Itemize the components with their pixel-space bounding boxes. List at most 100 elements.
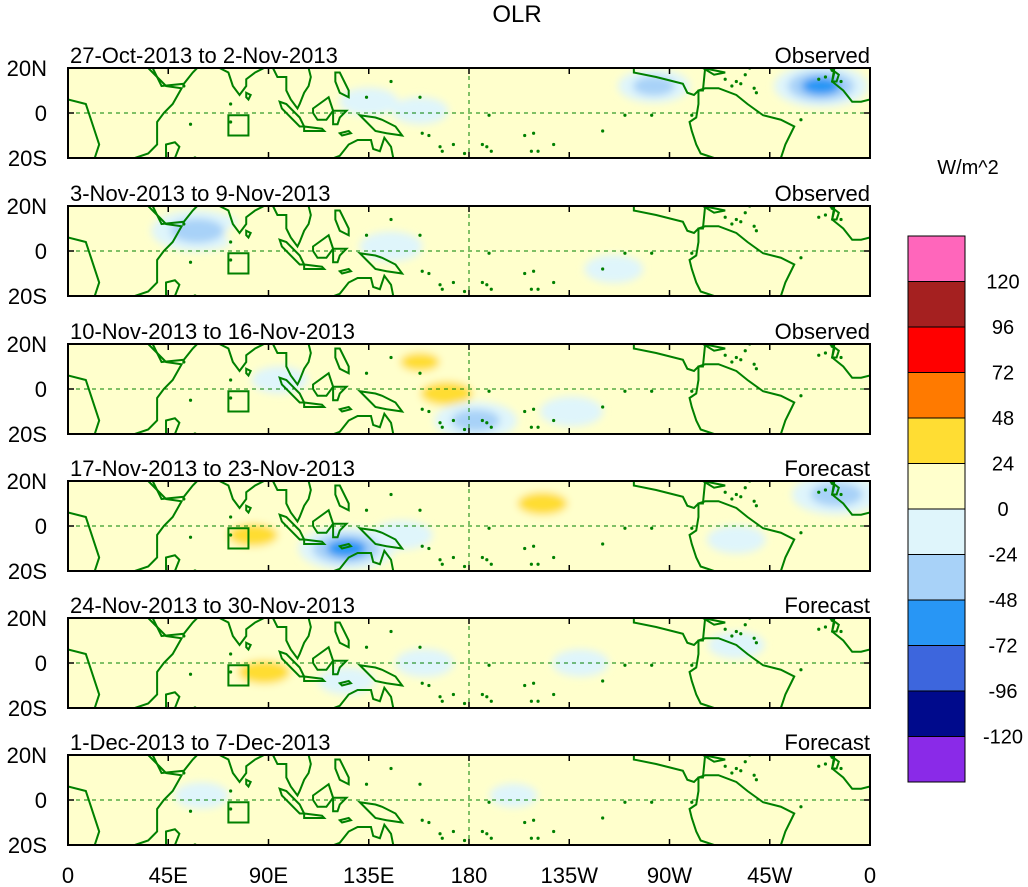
panel-date-range: 17-Nov-2013 to 23-Nov-2013 — [70, 456, 355, 481]
island-marker — [418, 233, 422, 237]
lat-label: 20N — [7, 743, 47, 768]
land-outline — [702, 206, 726, 214]
land-outline — [702, 481, 726, 489]
island-marker — [723, 627, 727, 631]
island-marker — [690, 389, 694, 393]
land-outline — [68, 755, 184, 845]
island-marker — [440, 699, 444, 703]
land-outline — [337, 816, 353, 824]
colorbar-label: 48 — [992, 408, 1014, 430]
land-outline — [303, 263, 327, 270]
land-outline — [337, 267, 353, 275]
island-marker — [799, 805, 803, 809]
colorbar-label: -72 — [989, 636, 1018, 658]
island-marker — [427, 133, 431, 138]
island-marker — [229, 533, 233, 537]
anomaly-field — [179, 68, 868, 158]
colorbar-label: -48 — [989, 590, 1018, 612]
island-marker — [536, 836, 540, 840]
coastlines — [68, 206, 870, 296]
island-marker — [451, 829, 456, 834]
map-panel: 20N 0 20S 1-Dec-2013 to 7-Dec-2013 Forecast — [7, 730, 871, 858]
island-marker — [532, 818, 536, 822]
land-outline — [245, 778, 253, 789]
island-marker — [739, 632, 743, 636]
land-outline — [337, 679, 353, 687]
island-marker — [529, 149, 533, 153]
island-marker — [182, 497, 186, 501]
island-marker — [690, 251, 694, 255]
lat-label: 20N — [7, 606, 47, 631]
island-marker — [440, 425, 444, 429]
anomaly-blob — [339, 87, 399, 116]
land-outline — [165, 554, 181, 571]
panel-status: Forecast — [784, 593, 870, 618]
colorbar-label: -120 — [983, 727, 1023, 749]
lon-label: 0 — [864, 863, 876, 887]
land-outline — [332, 659, 349, 676]
island-marker — [389, 629, 393, 634]
lat-label: 0 — [35, 514, 47, 539]
colorbar-label: 72 — [992, 363, 1014, 385]
island-marker — [754, 641, 758, 645]
island-marker — [182, 634, 186, 638]
island-marker — [229, 396, 233, 400]
map-panels: 20N 0 20S 27-Oct-2013 to 2-Nov-2013 Observed… — [7, 43, 871, 858]
land-outline — [357, 251, 405, 275]
coastlines — [68, 344, 870, 434]
lat-label: 0 — [35, 101, 47, 126]
land-outline — [245, 91, 253, 102]
island-marker — [734, 492, 738, 497]
island-marker — [839, 766, 843, 771]
island-marker — [536, 287, 540, 291]
land-outline — [702, 344, 726, 352]
region-box — [227, 527, 250, 550]
island-marker — [623, 251, 627, 255]
lat-label: 20S — [8, 559, 47, 584]
island-marker — [451, 280, 456, 285]
island-marker — [839, 217, 843, 222]
island-marker — [438, 832, 442, 836]
island-marker — [451, 555, 456, 560]
region-box — [227, 252, 250, 275]
land-outline — [219, 344, 265, 373]
island-marker — [690, 113, 694, 117]
island-marker — [462, 701, 467, 706]
island-marker — [480, 692, 484, 697]
island-marker — [188, 535, 193, 539]
island-marker — [462, 838, 467, 843]
region-box — [227, 664, 250, 687]
island-marker — [734, 79, 738, 84]
units-label: W/m^2 — [937, 157, 999, 179]
island-marker — [839, 355, 843, 360]
colorbar-swatch — [907, 417, 966, 464]
island-marker — [823, 75, 828, 79]
island-marker — [523, 683, 527, 688]
island-marker — [734, 355, 738, 360]
anomaly-blob — [391, 97, 449, 125]
island-marker — [188, 809, 193, 813]
island-marker — [440, 836, 444, 840]
land-outline — [68, 68, 184, 158]
island-marker — [418, 508, 422, 512]
land-outline — [632, 618, 707, 647]
colorbar-label: 120 — [986, 272, 1019, 294]
colorbar-label: 0 — [997, 499, 1008, 521]
land-outline — [632, 68, 707, 97]
land-outline — [151, 206, 199, 226]
colorbar-swatch — [907, 463, 966, 510]
lat-label: 20N — [7, 56, 47, 81]
colorbar-swatch — [907, 736, 966, 783]
island-marker — [743, 73, 747, 77]
land-outline — [165, 691, 181, 708]
land-outline — [831, 68, 870, 103]
land-outline — [219, 206, 265, 235]
land-outline — [632, 344, 707, 373]
coastlines — [68, 68, 870, 158]
anomaly-blob — [429, 534, 487, 563]
island-marker — [730, 222, 734, 226]
island-marker — [752, 224, 756, 228]
land-outline — [334, 71, 350, 99]
anomaly-blob — [225, 220, 289, 251]
